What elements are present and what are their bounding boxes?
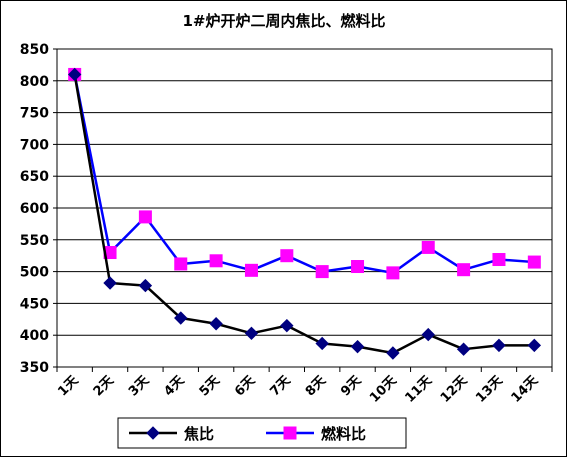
- data-point: [315, 336, 329, 351]
- data-point: [280, 249, 294, 263]
- data-point: [244, 326, 259, 340]
- series-line: [73, 74, 535, 275]
- x-tick-label: 7天: [267, 373, 294, 400]
- data-point: [527, 338, 542, 353]
- x-tick-label: 2天: [91, 373, 118, 400]
- chart-title: 1#炉开炉二周内焦比、燃料比: [182, 12, 385, 30]
- legend: 焦比 燃料比: [117, 417, 407, 449]
- series-group: [67, 67, 542, 360]
- data-point: [174, 311, 188, 325]
- x-tick-label: 13天: [473, 373, 506, 406]
- x-tick-label: 9天: [338, 373, 365, 400]
- data-point: [492, 338, 506, 353]
- legend-marker-coke: [146, 426, 160, 440]
- x-tick-label: 8天: [303, 373, 330, 400]
- y-tick-label: 350: [20, 360, 49, 376]
- data-point: [527, 255, 541, 269]
- x-tick-label: 3天: [126, 373, 153, 400]
- legend-marker-fuel: [283, 426, 297, 440]
- y-tick-label: 450: [20, 296, 49, 312]
- data-point: [103, 276, 117, 290]
- y-tick-label: 700: [20, 137, 49, 153]
- data-point: [421, 327, 435, 342]
- data-point: [138, 278, 153, 293]
- data-point: [351, 260, 365, 274]
- x-tick-label: 4天: [161, 373, 188, 400]
- y-tick-label: 750: [20, 106, 49, 122]
- data-point: [350, 339, 365, 354]
- y-tick-label: 800: [20, 74, 49, 90]
- data-point: [280, 318, 294, 333]
- data-point: [492, 253, 506, 267]
- y-tick-label: 650: [20, 169, 49, 185]
- x-axis-ticks: 1天 2天 3天 4天 5天 6天 7天 8天 9天 10天 11天 12天 13天 14天: [55, 367, 553, 406]
- data-point: [457, 263, 471, 277]
- y-axis-ticks: 350 400 450 500 550 600 650 700 750 800 850: [20, 42, 57, 376]
- y-tick-label: 550: [20, 233, 49, 249]
- series-1: [68, 67, 541, 280]
- legend-label-coke: 焦比: [183, 425, 214, 443]
- data-point: [244, 263, 258, 277]
- data-point: [209, 317, 223, 331]
- data-point: [67, 67, 82, 82]
- plot-area-border: [56, 48, 553, 368]
- data-point: [456, 342, 471, 356]
- y-tick-label: 400: [20, 328, 49, 344]
- data-point: [315, 265, 329, 279]
- x-tick-label: 12天: [438, 373, 471, 406]
- y-tick-label: 500: [20, 265, 49, 281]
- series-0: [67, 67, 542, 360]
- x-tick-label: 6天: [232, 373, 259, 400]
- x-tick-label: 10天: [367, 373, 400, 406]
- data-point: [209, 254, 223, 268]
- data-point: [138, 210, 152, 224]
- x-tick-label: 1天: [55, 373, 82, 400]
- gridlines: [57, 48, 552, 368]
- y-tick-label: 600: [20, 201, 49, 217]
- y-tick-label: 850: [20, 42, 49, 58]
- legend-label-fuel: 燃料比: [321, 425, 366, 443]
- x-tick-label: 14天: [509, 373, 542, 406]
- x-tick-label: 5天: [197, 373, 224, 400]
- data-point: [174, 257, 188, 271]
- x-tick-label: 11天: [402, 373, 435, 406]
- data-point: [386, 346, 400, 360]
- data-point: [421, 240, 435, 254]
- data-point: [386, 266, 400, 280]
- series-line: [73, 74, 535, 355]
